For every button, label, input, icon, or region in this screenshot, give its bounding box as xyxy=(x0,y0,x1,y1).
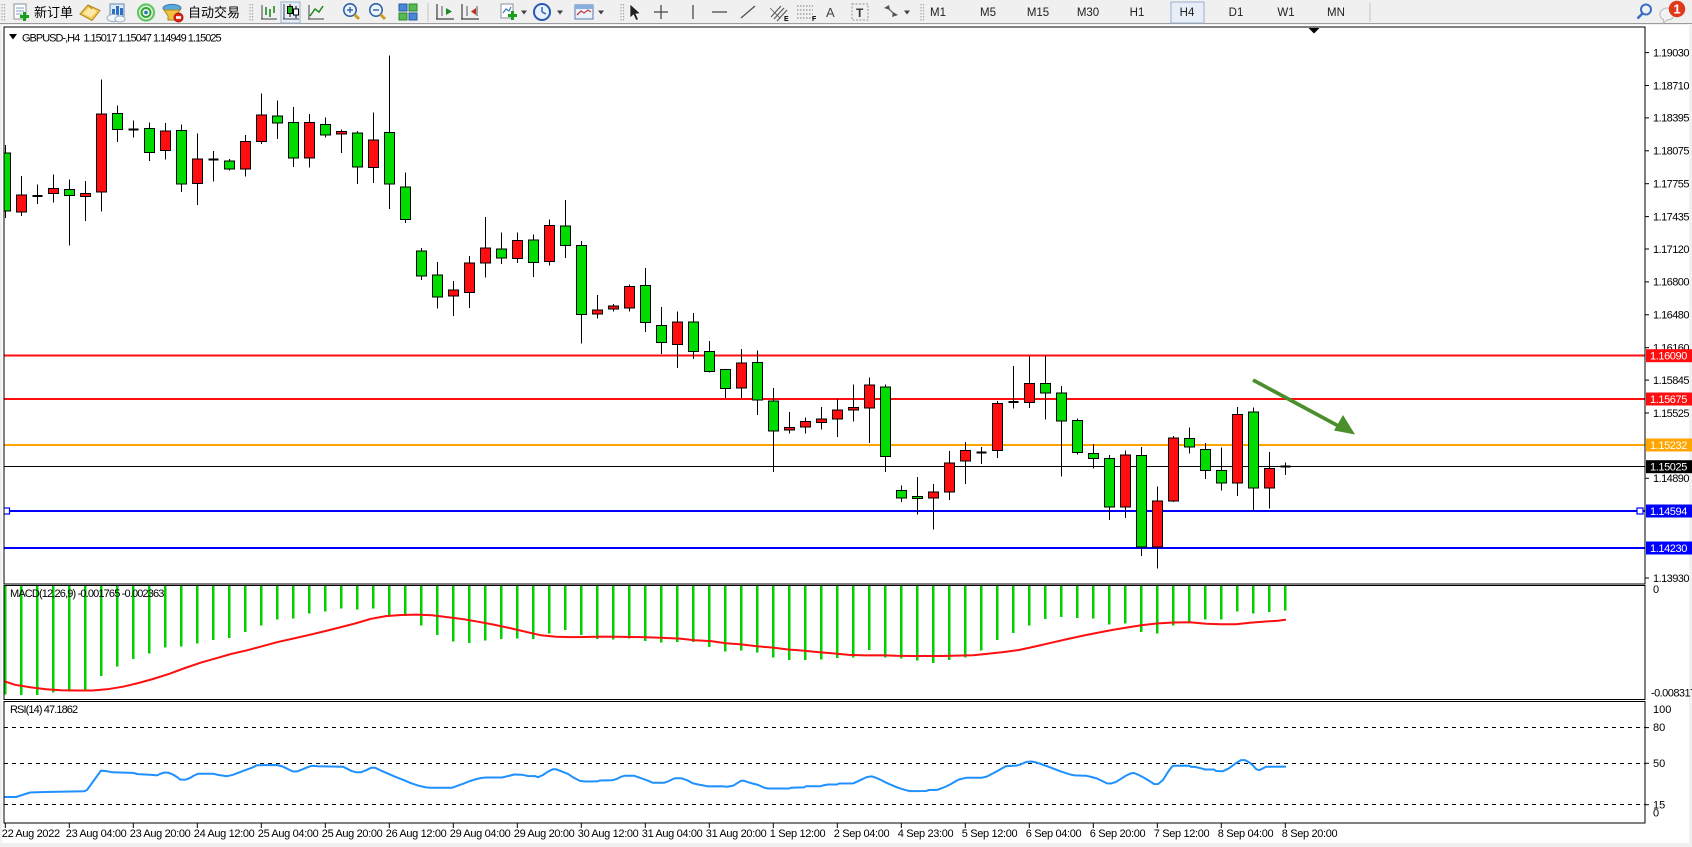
svg-text:W1: W1 xyxy=(1277,7,1294,19)
svg-text:1.16480: 1.16480 xyxy=(1653,310,1689,322)
svg-text:6 Sep 04:00: 6 Sep 04:00 xyxy=(1026,828,1082,840)
svg-text:自动交易: 自动交易 xyxy=(188,5,240,20)
svg-text:2 Sep 04:00: 2 Sep 04:00 xyxy=(834,828,890,840)
svg-text:E: E xyxy=(784,16,789,23)
svg-text:RSI(14) 47.1862: RSI(14) 47.1862 xyxy=(10,704,78,716)
svg-text:M30: M30 xyxy=(1077,7,1099,19)
svg-text:1.15025: 1.15025 xyxy=(1650,462,1687,474)
svg-text:29 Aug 20:00: 29 Aug 20:00 xyxy=(514,828,575,840)
svg-text:H1: H1 xyxy=(1130,7,1145,19)
svg-text:31 Aug 04:00: 31 Aug 04:00 xyxy=(642,828,703,840)
svg-text:H4: H4 xyxy=(1180,7,1195,19)
svg-text:M1: M1 xyxy=(930,7,946,19)
svg-text:1.15525: 1.15525 xyxy=(1653,408,1689,420)
svg-text:0: 0 xyxy=(1653,808,1659,820)
svg-text:1.15675: 1.15675 xyxy=(1650,394,1687,406)
svg-text:1.14594: 1.14594 xyxy=(1650,506,1687,518)
svg-text:22 Aug 2022: 22 Aug 2022 xyxy=(2,828,60,840)
svg-text:1.18075: 1.18075 xyxy=(1653,146,1689,158)
svg-text:29 Aug 04:00: 29 Aug 04:00 xyxy=(450,828,511,840)
svg-text:1.14230: 1.14230 xyxy=(1650,543,1687,555)
svg-text:23 Aug 20:00: 23 Aug 20:00 xyxy=(130,828,191,840)
svg-text:1.14890: 1.14890 xyxy=(1653,473,1689,485)
svg-text:50: 50 xyxy=(1653,758,1665,770)
svg-text:80: 80 xyxy=(1653,722,1665,734)
svg-text:1.17755: 1.17755 xyxy=(1653,179,1689,191)
svg-text:MN: MN xyxy=(1327,7,1345,19)
svg-text:0: 0 xyxy=(1653,584,1659,596)
svg-text:1.17120: 1.17120 xyxy=(1653,244,1689,256)
svg-text:1.17435: 1.17435 xyxy=(1653,211,1689,223)
svg-text:D1: D1 xyxy=(1229,7,1244,19)
svg-text:1.18395: 1.18395 xyxy=(1653,113,1689,125)
svg-text:1.16800: 1.16800 xyxy=(1653,277,1689,289)
svg-text:1.19030: 1.19030 xyxy=(1653,47,1689,59)
svg-text:-0.008317: -0.008317 xyxy=(1651,688,1692,700)
svg-text:新订单: 新订单 xyxy=(34,5,73,20)
svg-text:T: T xyxy=(856,6,864,20)
svg-text:25 Aug 04:00: 25 Aug 04:00 xyxy=(258,828,319,840)
svg-text:8 Sep 20:00: 8 Sep 20:00 xyxy=(1282,828,1338,840)
svg-text:1.13930: 1.13930 xyxy=(1653,573,1689,585)
svg-text:100: 100 xyxy=(1653,704,1671,716)
svg-text:8 Sep 04:00: 8 Sep 04:00 xyxy=(1218,828,1274,840)
svg-text:23 Aug 04:00: 23 Aug 04:00 xyxy=(66,828,127,840)
svg-text:1.16090: 1.16090 xyxy=(1650,351,1687,363)
svg-text:7 Sep 12:00: 7 Sep 12:00 xyxy=(1154,828,1210,840)
svg-text:M15: M15 xyxy=(1027,7,1049,19)
svg-text:F: F xyxy=(812,16,817,23)
svg-text:5 Sep 12:00: 5 Sep 12:00 xyxy=(962,828,1018,840)
svg-text:1.18710: 1.18710 xyxy=(1653,80,1689,92)
svg-text:4 Sep 23:00: 4 Sep 23:00 xyxy=(898,828,954,840)
svg-text:6 Sep 20:00: 6 Sep 20:00 xyxy=(1090,828,1146,840)
svg-text:1.15845: 1.15845 xyxy=(1653,375,1689,387)
svg-text:1 Sep 12:00: 1 Sep 12:00 xyxy=(770,828,826,840)
svg-text:31 Aug 20:00: 31 Aug 20:00 xyxy=(706,828,767,840)
svg-text:GBPUSD-,H4 1.15017 1.15047 1.: GBPUSD-,H4 1.15017 1.15047 1.14949 1.150… xyxy=(22,33,221,45)
svg-text:24 Aug 12:00: 24 Aug 12:00 xyxy=(194,828,255,840)
svg-text:15: 15 xyxy=(1653,800,1665,812)
svg-text:1.15232: 1.15232 xyxy=(1650,440,1687,452)
svg-text:M5: M5 xyxy=(980,7,996,19)
svg-text:1: 1 xyxy=(1673,2,1680,17)
svg-text:A: A xyxy=(826,5,835,20)
svg-text:MACD(12,26,9) -0.001765 -0.002: MACD(12,26,9) -0.001765 -0.002363 xyxy=(10,588,164,600)
svg-text:26 Aug 12:00: 26 Aug 12:00 xyxy=(386,828,447,840)
svg-text:25 Aug 20:00: 25 Aug 20:00 xyxy=(322,828,383,840)
svg-text:30 Aug 12:00: 30 Aug 12:00 xyxy=(578,828,639,840)
